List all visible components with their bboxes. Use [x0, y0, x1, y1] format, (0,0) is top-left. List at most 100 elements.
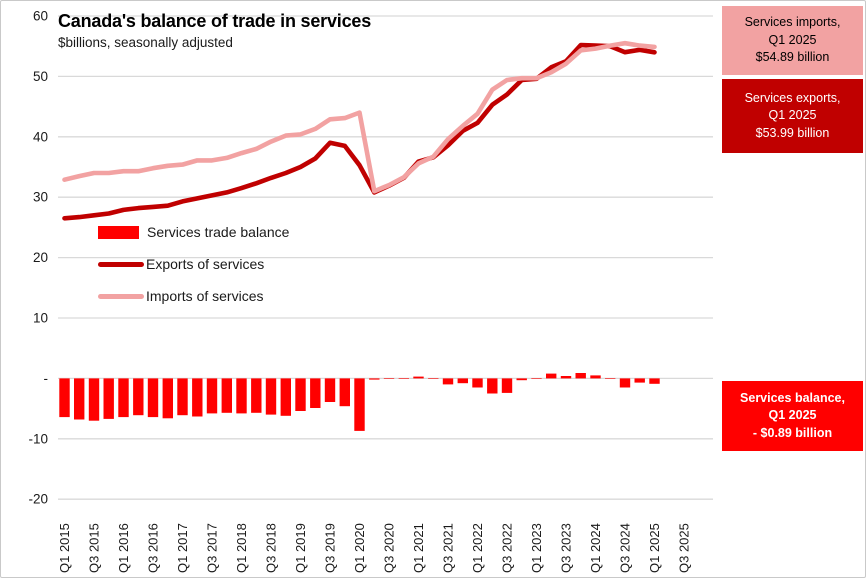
svg-text:Q1 2024: Q1 2024: [588, 523, 603, 573]
balance-bar: [605, 378, 616, 379]
balance-bar: [192, 378, 203, 417]
callout-exports-line2: Q1 2025: [768, 108, 817, 123]
balance-bar: [236, 378, 247, 414]
balance-bar: [634, 378, 645, 383]
balance-bar: [442, 378, 454, 385]
svg-text:Q3 2024: Q3 2024: [618, 523, 633, 573]
svg-text:Q3 2025: Q3 2025: [677, 523, 692, 573]
svg-text:-10: -10: [28, 431, 48, 446]
chart-title: Canada's balance of trade in services: [58, 11, 372, 31]
svg-text:Q1 2023: Q1 2023: [529, 523, 544, 573]
svg-text:Q3 2022: Q3 2022: [500, 523, 515, 573]
balance-bar: [118, 378, 129, 418]
balance-bar: [147, 378, 159, 418]
y-axis-labels: 60 50 40 30 20 10 - -10 -20: [28, 9, 48, 507]
balance-bar: [428, 378, 439, 379]
svg-text:Q3 2017: Q3 2017: [205, 523, 220, 573]
svg-text:30: 30: [33, 190, 48, 205]
chart-subtitle: $billions, seasonally adjusted: [58, 35, 233, 50]
legend-item-balance: Services trade balance: [98, 222, 289, 242]
balance-bar: [162, 378, 173, 419]
balance-bar: [103, 378, 114, 419]
imports-line: [62, 40, 657, 194]
imports-series-swatch-icon: [98, 293, 144, 299]
balance-bar: [251, 378, 262, 413]
svg-text:60: 60: [33, 9, 48, 24]
svg-text:40: 40: [33, 129, 48, 144]
svg-text:Q1 2022: Q1 2022: [470, 523, 485, 573]
balance-bars: [59, 373, 660, 431]
balance-bar: [398, 378, 409, 379]
callout-exports-line1: Services exports,: [744, 90, 841, 105]
balance-bar: [265, 378, 277, 415]
callout-services-imports: Services imports, Q1 2025 $54.89 billion: [722, 6, 863, 75]
svg-text:Q1 2020: Q1 2020: [352, 523, 367, 573]
callout-imports-line2: Q1 2025: [768, 32, 817, 47]
balance-bar: [619, 378, 631, 388]
balance-bar: [221, 378, 232, 413]
balance-bar: [133, 378, 144, 416]
balance-bar: [472, 378, 483, 388]
balance-bar: [531, 378, 542, 379]
balance-bar: [383, 378, 395, 379]
callout-balance-line1: Services balance,: [740, 390, 845, 405]
balance-bar: [560, 376, 572, 379]
balance-bar: [339, 378, 350, 407]
balance-bar: [280, 378, 291, 416]
legend-label-exports: Exports of services: [146, 256, 265, 272]
svg-text:-20: -20: [28, 492, 48, 507]
balance-bar: [310, 378, 321, 408]
balance-bar: [546, 373, 557, 379]
balance-bar: [324, 378, 336, 402]
svg-text:Q3 2023: Q3 2023: [559, 523, 574, 573]
balance-bar: [206, 378, 218, 414]
legend-item-exports: Exports of services: [98, 254, 289, 274]
balance-series-swatch-icon: [98, 225, 139, 239]
balance-bar: [88, 378, 100, 421]
svg-text:-: -: [44, 371, 49, 386]
balance-bar: [413, 376, 424, 379]
svg-text:10: 10: [33, 311, 48, 326]
svg-text:Q1 2016: Q1 2016: [116, 523, 131, 573]
balance-bar: [457, 378, 468, 384]
svg-text:Q3 2018: Q3 2018: [264, 523, 279, 573]
callout-exports-line3: $53.99 billion: [755, 125, 830, 140]
svg-text:Q1 2021: Q1 2021: [411, 523, 426, 573]
svg-text:Q1 2015: Q1 2015: [57, 523, 72, 573]
balance-bar: [575, 373, 586, 379]
callout-services-exports: Services exports, Q1 2025 $53.99 billion: [722, 79, 863, 153]
legend-label-balance: Services trade balance: [147, 224, 290, 240]
svg-text:Q1 2025: Q1 2025: [647, 523, 662, 573]
callout-imports-line3: $54.89 billion: [755, 50, 830, 65]
balance-bar: [369, 378, 380, 380]
chart-legend: Services trade balance Exports of servic…: [98, 222, 289, 318]
balance-bar: [177, 378, 188, 416]
svg-text:Q3 2020: Q3 2020: [382, 523, 397, 573]
balance-bar: [516, 378, 527, 381]
callout-imports-line1: Services imports,: [744, 15, 841, 30]
svg-text:Q3 2015: Q3 2015: [87, 523, 102, 573]
svg-text:Q3 2019: Q3 2019: [323, 523, 338, 573]
exports-series-swatch-icon: [98, 261, 144, 267]
balance-bar: [74, 378, 85, 420]
legend-item-imports: Imports of services: [98, 286, 289, 306]
balance-bar: [295, 378, 306, 411]
svg-text:20: 20: [33, 250, 48, 265]
svg-text:Q1 2019: Q1 2019: [293, 523, 308, 573]
balance-bar: [59, 378, 70, 418]
balance-bar: [649, 378, 660, 384]
legend-label-imports: Imports of services: [146, 288, 264, 304]
balance-bar: [487, 378, 498, 394]
callout-balance-line3: - $0.89 billion: [752, 425, 833, 440]
callout-balance-line2: Q1 2025: [768, 408, 817, 423]
svg-text:Q3 2016: Q3 2016: [146, 523, 161, 573]
callout-services-balance: Services balance, Q1 2025 - $0.89 billio…: [722, 381, 863, 451]
svg-text:50: 50: [33, 69, 48, 84]
balance-bar: [590, 375, 601, 379]
balance-bar: [501, 378, 513, 393]
svg-text:Q1 2018: Q1 2018: [234, 523, 249, 573]
svg-text:Q3 2021: Q3 2021: [441, 523, 456, 573]
x-axis-labels: Q1 2015 Q3 2015 Q1 2016 Q3 2016 Q1 2017 Q3 20…: [57, 523, 692, 573]
exports-line: [62, 42, 657, 221]
